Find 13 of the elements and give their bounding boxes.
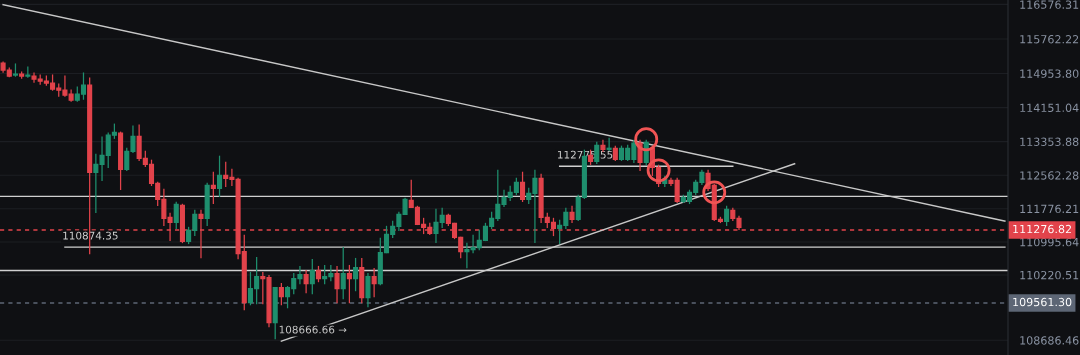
- y-tick-label: 116576.31: [1020, 0, 1079, 9]
- ref-line-label: 109561.30: [1013, 297, 1072, 307]
- ref-line-label: 111276.82: [1013, 224, 1072, 234]
- y-tick-label: 114151.04: [1020, 103, 1079, 113]
- y-tick-label: 111776.21: [1020, 204, 1079, 214]
- y-tick-label: 113353.88: [1020, 137, 1079, 146]
- y-tick-label: 115762.22: [1020, 35, 1079, 44]
- y-tick-label: 110220.51: [1020, 270, 1079, 280]
- y-tick-label: 108686.46: [1020, 336, 1079, 345]
- y-tick-label: 112562.28: [1020, 171, 1079, 180]
- series-label: 108666.66 →: [279, 325, 347, 334]
- y-tick-label: 110995.64: [1020, 237, 1079, 247]
- y-tick-label: 114953.80: [1020, 69, 1079, 78]
